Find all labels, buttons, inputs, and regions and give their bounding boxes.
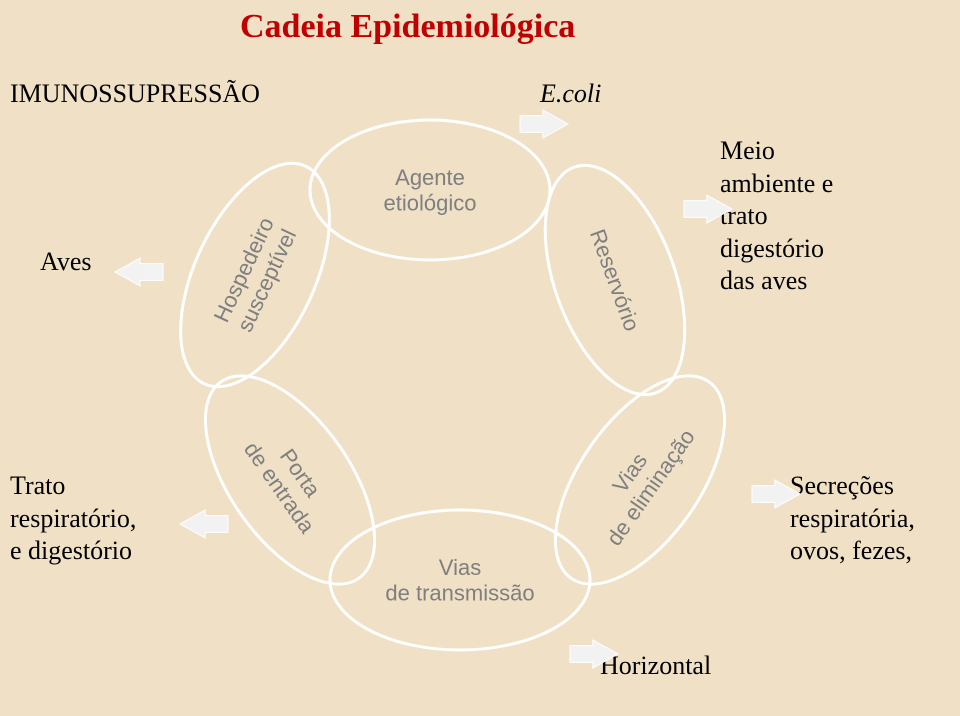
ellipse-reservorio: Reservório (518, 147, 713, 414)
arrow-ecoli (520, 110, 568, 138)
ellipse-hospedeiro: Hospedeirosusceptível (150, 141, 360, 409)
arrow-meio (684, 195, 732, 223)
ellipse-porta: Portade entrada (172, 347, 408, 612)
ellipse-agente-label: etiológico (384, 190, 477, 215)
ellipse-vias-trans-label: Vias (439, 555, 481, 580)
diagram-stage: Cadeia Epidemiológica IMUNOSSUPRESSÃO Av… (0, 0, 960, 716)
chain-svg: Agenteetiológico Reservório Viasde elimina… (0, 0, 960, 716)
arrow-aves (115, 258, 163, 286)
arrow-trato (180, 510, 228, 538)
ellipse-vias-elim: Viasde eliminação (522, 347, 758, 612)
arrow-secre (752, 480, 800, 508)
ellipse-agente-label: Agente (395, 165, 465, 190)
ellipse-reservorio-label: Reservório (585, 226, 645, 335)
arrow-horiz (570, 640, 618, 668)
ellipse-vias-trans: Viasde transmissão (330, 510, 590, 650)
ellipse-vias-trans-label: de transmissão (385, 580, 534, 605)
ellipse-agente: Agenteetiológico (310, 120, 550, 260)
